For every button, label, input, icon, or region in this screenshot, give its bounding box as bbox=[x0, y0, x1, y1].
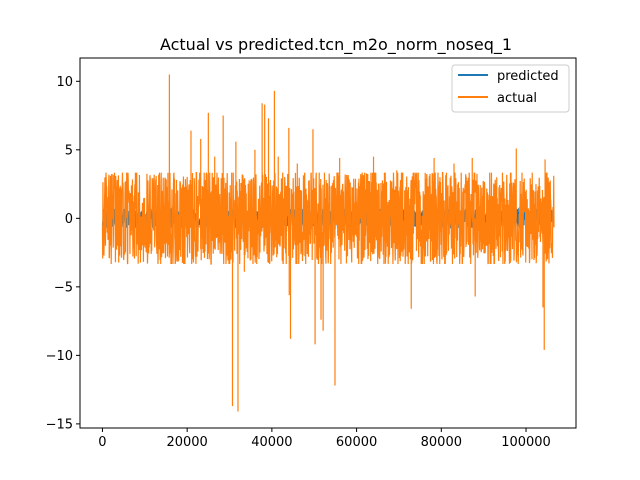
x-tick-label: 80000 bbox=[421, 435, 462, 450]
y-tick-label: 10 bbox=[56, 75, 73, 90]
y-tick-label: 0 bbox=[65, 212, 73, 227]
chart-title: Actual vs predicted.tcn_m2o_norm_noseq_1 bbox=[160, 35, 512, 55]
x-tick-label: 40000 bbox=[251, 435, 292, 450]
plot-area bbox=[101, 74, 555, 412]
y-tick-label: −15 bbox=[46, 417, 73, 432]
series-line-actual bbox=[101, 74, 555, 412]
legend-label-actual: actual bbox=[497, 91, 537, 106]
x-tick-label: 100000 bbox=[501, 435, 551, 450]
y-axis: −15 −10 −5 0 5 10 bbox=[46, 75, 80, 432]
x-tick-label: 20000 bbox=[166, 435, 207, 450]
y-tick-label: 5 bbox=[65, 143, 73, 158]
legend-box bbox=[451, 64, 570, 113]
x-axis: 0 20000 40000 60000 80000 100000 bbox=[98, 428, 551, 450]
legend-label-predicted: predicted bbox=[497, 69, 559, 84]
axes-frame bbox=[79, 57, 577, 429]
legend: predicted actual bbox=[451, 64, 570, 113]
y-tick-label: −5 bbox=[54, 280, 73, 295]
y-tick-label: −10 bbox=[46, 349, 73, 364]
x-tick-label: 0 bbox=[98, 435, 106, 450]
x-tick-label: 60000 bbox=[336, 435, 377, 450]
